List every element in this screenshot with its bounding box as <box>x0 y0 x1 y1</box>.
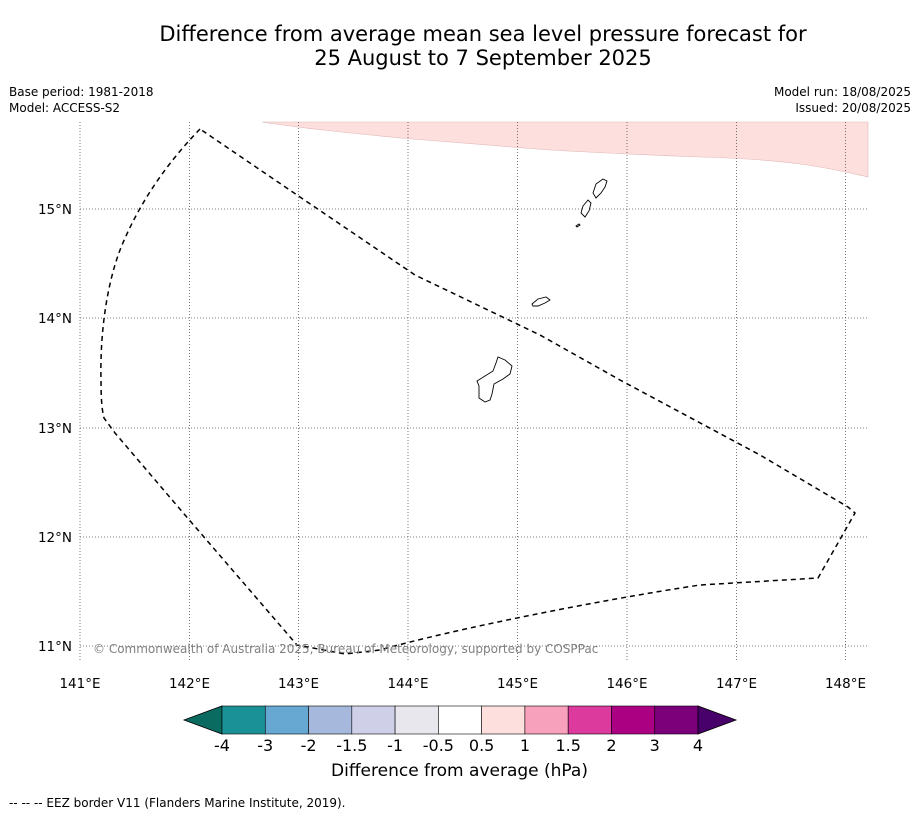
colorbar-bin <box>221 705 266 735</box>
colorbar-extend-low <box>182 705 223 735</box>
colorbar: -4 -3 -2 -1.5 -1 -0.5 0.5 1 1.5 2 3 4 <box>182 705 738 755</box>
model-run: Model run: 18/08/2025 <box>773 85 911 99</box>
lon-label: 142°E <box>169 676 210 692</box>
colorbar-bin <box>438 705 482 735</box>
colorbar-bin <box>351 705 396 735</box>
map-figure: 15°N 14°N 13°N 12°N 11°N 141°E 142°E 143… <box>38 121 869 692</box>
lat-label: 11°N <box>38 639 72 655</box>
meta-right: Model run: 18/08/2025 Issued: 20/08/2025 <box>774 84 911 116</box>
saipan-island <box>592 178 608 199</box>
colorbar-bin <box>481 705 526 735</box>
lat-label: 15°N <box>38 202 72 218</box>
lon-label: 144°E <box>387 676 428 692</box>
lat-label: 12°N <box>38 530 72 546</box>
guam-island <box>476 356 513 403</box>
lat-labels: 15°N 14°N 13°N 12°N 11°N <box>38 202 72 655</box>
colorbar-label: Difference from average (hPa) <box>331 761 588 781</box>
anomaly-region <box>261 121 869 178</box>
gridlines <box>79 122 868 660</box>
lon-label: 141°E <box>59 676 100 692</box>
rota-island <box>531 296 551 307</box>
colorbar-bin <box>394 705 439 735</box>
issued-date: Issued: 20/08/2025 <box>795 101 911 115</box>
colorbar-bin <box>567 705 612 735</box>
colorbar-tick-label: 1.5 <box>555 736 580 755</box>
lat-label: 14°N <box>38 311 72 327</box>
chart-title: Difference from average mean sea level p… <box>0 22 919 70</box>
lon-label: 146°E <box>606 676 647 692</box>
lon-labels: 141°E 142°E 143°E 144°E 145°E 146°E 147°… <box>59 676 866 692</box>
colorbar-tick-label: 4 <box>693 736 703 755</box>
islands <box>476 178 608 403</box>
title-line-2: 25 August to 7 September 2025 <box>314 46 652 70</box>
aguijan-island <box>575 223 581 228</box>
lon-label: 147°E <box>716 676 757 692</box>
model-name: Model: ACCESS-S2 <box>9 101 121 115</box>
colorbar-tick-label: -1 <box>387 736 403 755</box>
colorbar-extend-high <box>697 705 738 735</box>
title-line-1: Difference from average mean sea level p… <box>159 22 807 46</box>
meta-left: Base period: 1981-2018 Model: ACCESS-S2 <box>9 84 154 116</box>
lon-label: 143°E <box>278 676 319 692</box>
colorbar-bin <box>264 705 309 735</box>
lon-label: 145°E <box>497 676 538 692</box>
colorbar-tick-label: 0.5 <box>469 736 494 755</box>
colorbar-tick-label: 3 <box>650 736 660 755</box>
colorbar-tick-label: 2 <box>606 736 616 755</box>
copyright-text: © Commonwealth of Australia 2025, Bureau… <box>93 642 598 656</box>
eez-border <box>100 128 856 655</box>
tinian-island <box>580 199 592 218</box>
colorbar-bin <box>654 705 699 735</box>
colorbar-bin <box>524 705 569 735</box>
lat-label: 13°N <box>38 421 72 437</box>
colorbar-tick-label: -2 <box>301 736 317 755</box>
colorbar-bin <box>611 705 656 735</box>
colorbar-tick-label: -0.5 <box>423 736 454 755</box>
colorbar-swatches <box>182 705 738 735</box>
lon-label: 148°E <box>825 676 866 692</box>
colorbar-tick-label: -1.5 <box>336 736 367 755</box>
base-period: Base period: 1981-2018 <box>9 85 154 99</box>
colorbar-ticks: -4 -3 -2 -1.5 -1 -0.5 0.5 1 1.5 2 3 4 <box>214 736 703 755</box>
colorbar-bin <box>308 705 353 735</box>
eez-legend-footer: -- -- -- EEZ border V11 (Flanders Marine… <box>9 796 346 810</box>
colorbar-tick-label: -3 <box>257 736 273 755</box>
colorbar-tick-label: 1 <box>520 736 530 755</box>
colorbar-tick-label: -4 <box>214 736 230 755</box>
